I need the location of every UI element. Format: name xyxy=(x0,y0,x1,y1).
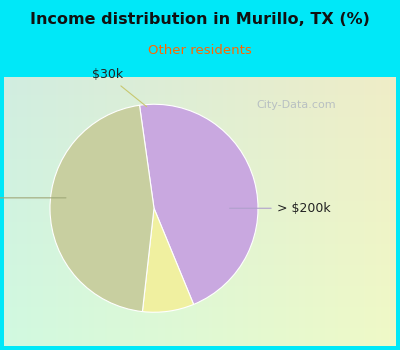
Wedge shape xyxy=(142,208,194,312)
Text: > $200k: > $200k xyxy=(230,202,330,215)
Text: Other residents: Other residents xyxy=(148,44,252,57)
Text: $75k: $75k xyxy=(0,191,66,204)
Text: $30k: $30k xyxy=(92,68,147,107)
Wedge shape xyxy=(50,105,154,312)
Text: Income distribution in Murillo, TX (%): Income distribution in Murillo, TX (%) xyxy=(30,12,370,27)
Text: City-Data.com: City-Data.com xyxy=(256,100,336,110)
Wedge shape xyxy=(140,104,258,304)
